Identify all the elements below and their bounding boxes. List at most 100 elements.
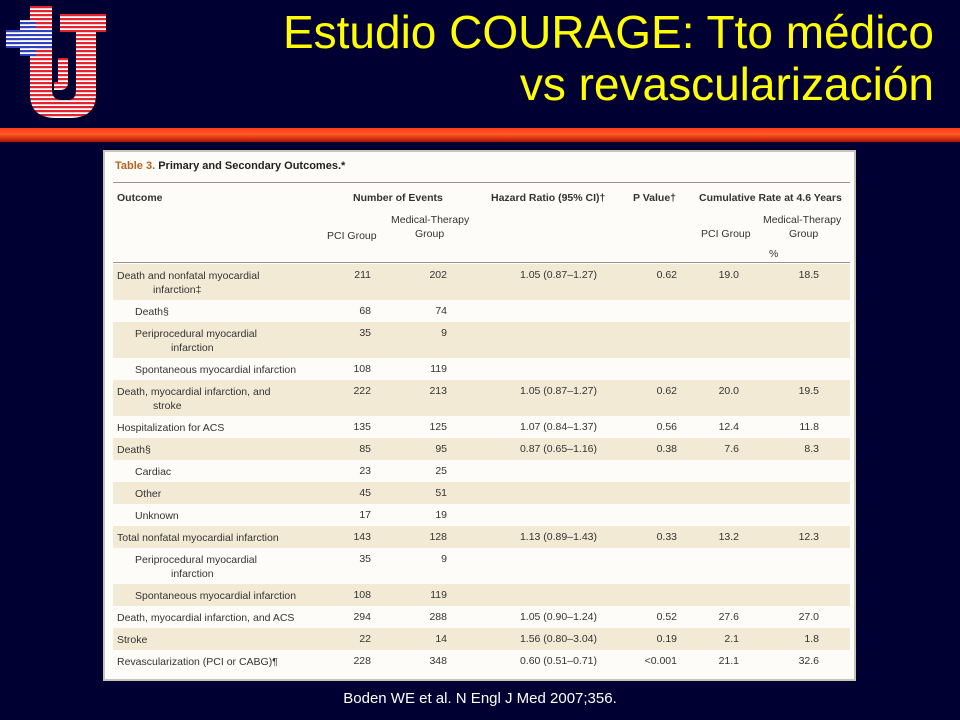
cell-p-value: <0.001 [644,655,677,667]
table-row: Spontaneous myocardial infarction 108 119 [113,584,850,606]
header-medical-therapy-group: Group [415,228,445,240]
outcomes-table: Table 3. Primary and Secondary Outcomes.… [103,150,856,681]
title-divider-bar [0,128,960,142]
outcome-label: Periprocedural myocardial [135,328,257,340]
cell-cum-pci: 12.4 [718,421,739,433]
cell-hazard-ratio: 1.05 (0.90–1.24) [519,611,597,623]
cell-medical-events: 51 [435,487,447,499]
outcome-label: Revascularization (PCI or CABG)¶ [117,656,278,668]
cell-outcome: Death and nonfatal myocardial infarction‡ [117,269,327,297]
cell-hazard-ratio: 1.13 (0.89–1.43) [519,531,597,543]
cell-cum-medical: 12.3 [798,531,819,543]
table-row: Periprocedural myocardial infarction 35 9 [113,548,850,584]
header-percent-unit: % [769,248,779,260]
cell-cum-pci: 21.1 [718,655,739,667]
outcome-label: Hospitalization for ACS [117,422,225,434]
cell-pci-events: 222 [353,385,371,397]
header-number-of-events: Number of Events [353,192,443,204]
cell-outcome: Periprocedural myocardial infarction [135,553,345,581]
cell-outcome: Hospitalization for ACS [117,421,327,435]
cell-pci-events: 22 [359,633,371,645]
outcome-label-continued: infarction‡ [153,284,202,296]
outcome-label: Other [135,488,162,500]
cell-medical-events: 125 [429,421,447,433]
outcome-label: Periprocedural myocardial [135,554,257,566]
header-outcome: Outcome [117,192,163,204]
cell-p-value: 0.62 [656,385,677,397]
table-row: Death, myocardial infarction, and stroke 2… [113,380,850,416]
cell-cum-pci: 13.2 [718,531,739,543]
table-caption: Table 3. Primary and Secondary Outcomes.… [115,160,345,172]
cell-pci-events: 35 [359,327,371,339]
cell-medical-events: 74 [435,305,447,317]
cell-outcome: Death, myocardial infarction, and stroke [117,385,327,413]
table-body: Death and nonfatal myocardial infarction‡… [113,264,850,672]
table-row: Spontaneous myocardial infarction 108 119 [113,358,850,380]
table-row: Other 45 51 [113,482,850,504]
outcome-label: Total nonfatal myocardial infarction [117,532,279,544]
cell-hazard-ratio: 1.07 (0.84–1.37) [519,421,597,433]
cell-pci-events: 23 [359,465,371,477]
cell-outcome: Revascularization (PCI or CABG)¶ [117,655,327,669]
cell-cum-medical: 8.3 [804,443,819,455]
header-p-value: P Value† [633,192,677,204]
cell-outcome: Death, myocardial infarction, and ACS [117,611,327,625]
cell-hazard-ratio: 0.87 (0.65–1.16) [519,443,597,455]
cell-cum-medical: 27.0 [798,611,819,623]
outcome-label: Unknown [135,510,179,522]
table-row: Cardiac 23 25 [113,460,850,482]
cell-cum-medical: 32.6 [798,655,819,667]
cell-medical-events: 128 [429,531,447,543]
table-caption-text: Primary and Secondary Outcomes.* [158,160,346,172]
cell-outcome: Stroke [117,633,327,647]
cell-pci-events: 108 [353,589,371,601]
cell-p-value: 0.33 [656,531,677,543]
table-row: Death, myocardial infarction, and ACS 294… [113,606,850,628]
cell-medical-events: 213 [429,385,447,397]
cell-outcome: Total nonfatal myocardial infarction [117,531,327,545]
cell-pci-events: 17 [359,509,371,521]
cell-outcome: Unknown [135,509,345,523]
table-row: Revascularization (PCI or CABG)¶ 228 348 0.… [113,650,850,672]
cell-outcome: Spontaneous myocardial infarction [135,363,345,377]
cell-cum-pci: 27.6 [718,611,739,623]
cell-pci-events: 68 [359,305,371,317]
table-rule-top [113,182,850,183]
table-row: Death§ 68 74 [113,300,850,322]
cell-hazard-ratio: 1.05 (0.87–1.27) [519,269,597,281]
outcome-label-continued: infarction [171,568,214,580]
outcome-label: Death, myocardial infarction, and ACS [117,612,295,624]
cell-outcome: Other [135,487,345,501]
table-row: Stroke 22 14 1.56 (0.80–3.04) 0.19 2.1 1.8 [113,628,850,650]
cell-medical-events: 19 [435,509,447,521]
outcome-label-continued: stroke [153,400,182,412]
cell-medical-events: 25 [435,465,447,477]
hospital-logo-icon [2,2,110,120]
cell-outcome: Death§ [117,443,327,457]
cell-medical-events: 119 [430,363,447,375]
cell-pci-events: 85 [359,443,371,455]
header-cumulative-rate: Cumulative Rate at 4.6 Years [699,192,842,204]
outcome-label: Death and nonfatal myocardial [117,270,260,282]
cell-outcome: Periprocedural myocardial infarction [135,327,345,355]
cell-p-value: 0.56 [656,421,677,433]
cell-outcome: Death§ [135,305,345,319]
outcome-label-continued: infarction [171,342,214,354]
table-row: Periprocedural myocardial infarction 35 9 [113,322,850,358]
table-caption-label: Table 3. [115,160,156,172]
table-row: Death and nonfatal myocardial infarction‡… [113,264,850,300]
cell-medical-events: 95 [435,443,447,455]
outcome-label: Cardiac [135,466,172,478]
cell-cum-medical: 19.5 [798,385,819,397]
cell-medical-events: 348 [429,655,447,667]
outcome-label: Death, myocardial infarction, and [117,386,271,398]
cell-medical-events: 202 [429,269,447,281]
cell-cum-pci: 20.0 [718,385,739,397]
cell-cum-medical: 11.8 [799,421,819,433]
table-row: Hospitalization for ACS 135 125 1.07 (0.84–… [113,416,850,438]
cell-outcome: Spontaneous myocardial infarction [135,589,345,603]
cell-pci-events: 211 [354,269,371,281]
cell-p-value: 0.52 [656,611,677,623]
citation: Boden WE et al. N Engl J Med 2007;356. [343,690,617,707]
cell-cum-pci: 7.6 [724,443,739,455]
